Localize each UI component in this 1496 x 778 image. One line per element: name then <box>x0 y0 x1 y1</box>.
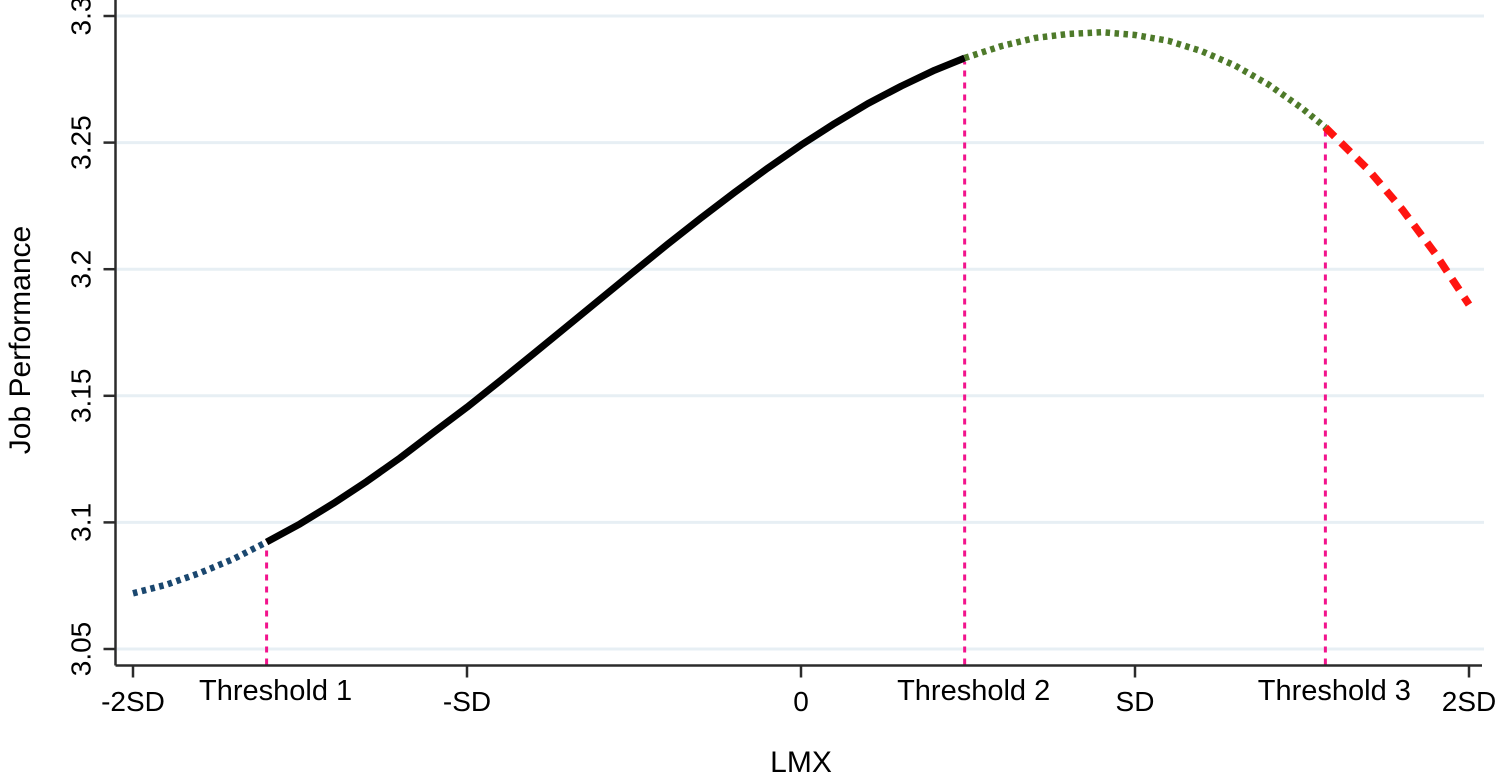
x-axis-title: LMX <box>770 746 832 778</box>
y-tick-label-3.3: 3.3 <box>65 0 96 35</box>
x-tick-label-0: 0 <box>793 686 809 717</box>
x-tick-label--2SD: -2SD <box>101 686 165 717</box>
threshold-label-1: Threshold 1 <box>199 675 352 707</box>
x-tick-label-2SD: 2SD <box>1442 686 1496 717</box>
threshold-label-2: Threshold 2 <box>897 675 1050 707</box>
y-tick-label-3.2: 3.2 <box>65 250 96 289</box>
y-tick-label-3.1: 3.1 <box>65 503 96 542</box>
curve-segment-threshold1-to-threshold2 <box>264 54 967 546</box>
y-tick-label-3.25: 3.25 <box>65 115 96 170</box>
x-tick-label--SD: -SD <box>443 686 491 717</box>
curve-segment-above-threshold-3 <box>1322 124 1473 307</box>
y-axis-title: Job Performance <box>4 225 37 455</box>
y-tick-label-3.05: 3.05 <box>65 622 96 677</box>
x-tick-label-SD: SD <box>1116 686 1155 717</box>
curve-segment-below-threshold-1 <box>132 539 269 597</box>
curve-segment-threshold2-to-threshold3 <box>963 28 1328 130</box>
threshold-label-3: Threshold 3 <box>1258 675 1411 707</box>
y-tick-label-3.15: 3.15 <box>65 369 96 424</box>
